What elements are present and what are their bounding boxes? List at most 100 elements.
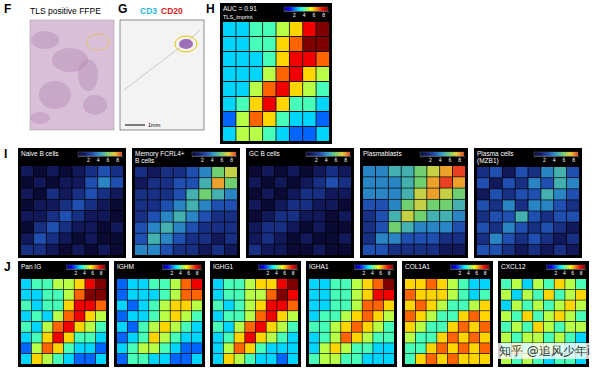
tls-stain <box>179 39 193 49</box>
spot-cell <box>161 211 173 221</box>
colorbar-tick: 6 <box>312 11 315 18</box>
spot-cell <box>245 333 255 343</box>
spot-cell <box>148 211 160 221</box>
spot-cell <box>245 343 255 353</box>
spot-cell <box>223 52 236 66</box>
spot-cell <box>174 178 186 188</box>
colorbar-tick-label: 2 <box>201 157 204 163</box>
spot-cell <box>149 343 159 353</box>
spot-cell <box>326 177 338 188</box>
spot-cell <box>402 211 414 222</box>
spot-cell <box>384 279 394 289</box>
spot-cell <box>576 322 586 332</box>
spot-cell <box>555 322 565 332</box>
spot-cell <box>60 177 72 188</box>
spot-cell <box>352 300 362 310</box>
spot-cell <box>512 290 522 300</box>
spot-cell <box>437 290 447 300</box>
spot-cell <box>75 311 85 321</box>
colorbar-tick-label: 2 <box>74 270 77 276</box>
spot-cell <box>47 188 59 199</box>
spot-cell <box>544 290 554 300</box>
spot-cell <box>85 244 97 255</box>
spot-cell <box>339 222 351 233</box>
colorbar-tick-label: 2 <box>554 270 557 276</box>
colorbar-tick: 6 <box>379 269 382 276</box>
colorbar-tick: 4 <box>563 269 566 276</box>
spot-cell <box>60 244 72 255</box>
spot-cell <box>516 233 528 243</box>
spot-cell <box>554 200 566 210</box>
spot-cell <box>96 279 106 289</box>
spot-cell <box>21 354 31 364</box>
spot-cell <box>516 200 528 210</box>
spot-cell <box>47 233 59 244</box>
spot-cell <box>256 279 266 289</box>
panel-background <box>246 148 354 258</box>
spot-cell <box>516 167 528 177</box>
spot-cell <box>47 244 59 255</box>
spot-cell <box>192 290 202 300</box>
panel-background <box>220 3 332 144</box>
spot-cell <box>60 233 72 244</box>
spot-cell <box>249 166 261 177</box>
spot-cell <box>181 354 191 364</box>
spot-cell <box>111 211 123 222</box>
colorbar-tick-label: 4 <box>97 157 100 163</box>
spot-cell <box>47 177 59 188</box>
panel-background <box>132 148 240 258</box>
spot-cell <box>34 211 46 222</box>
colorbar-tick: 2 <box>543 156 546 163</box>
spot-cell <box>416 300 426 310</box>
spot-cell <box>469 333 479 343</box>
spot-cell <box>339 177 351 188</box>
spot-cell <box>405 290 415 300</box>
spot-cell <box>426 354 436 364</box>
spot-cell <box>363 333 373 343</box>
spot-cell <box>448 333 458 343</box>
spot-cell <box>555 311 565 321</box>
spot-cell <box>72 166 84 177</box>
spot-cell <box>234 311 244 321</box>
spot-cell <box>72 233 84 244</box>
spot-cell <box>21 211 33 222</box>
spot-cell <box>42 343 52 353</box>
spot-cell <box>250 97 263 111</box>
spot-cell <box>42 279 52 289</box>
spot-cell <box>426 290 436 300</box>
spot-cell <box>448 311 458 321</box>
spot-cell <box>352 290 362 300</box>
spot-cell <box>225 189 237 199</box>
panel-letter: F <box>4 2 11 16</box>
colorbar-tick-label: 8 <box>100 270 103 276</box>
spot-cell <box>490 211 502 221</box>
spot-cell <box>440 233 452 244</box>
spot-cell <box>267 279 277 289</box>
spot-cell <box>477 178 489 188</box>
spot-cell <box>402 177 414 188</box>
spot-cell <box>250 52 263 66</box>
colorbar-tick: 4 <box>553 156 556 163</box>
spot-cell <box>32 343 42 353</box>
spot-cell <box>32 311 42 321</box>
spot-cell <box>320 300 330 310</box>
spot-cell <box>117 300 127 310</box>
panel-background <box>18 148 126 258</box>
spot-cell <box>522 333 532 343</box>
spot-cell <box>262 200 274 211</box>
spot-cell <box>21 200 33 211</box>
spot-cell <box>414 233 426 244</box>
colorbar-tick: 8 <box>196 269 199 276</box>
spot-cell <box>416 290 426 300</box>
spot-cell <box>320 333 330 343</box>
spot-cell <box>290 97 303 111</box>
colorbar-tick-label: 6 <box>379 270 382 276</box>
spot-cell <box>290 22 303 36</box>
spot-cell <box>234 343 244 353</box>
scale-bar-label: 1mm <box>148 122 161 128</box>
spot-cell <box>416 279 426 289</box>
colorbar-tick: 2 <box>429 156 432 163</box>
colorbar <box>284 7 328 11</box>
spot-cell <box>554 245 566 255</box>
spot-cell <box>32 354 42 364</box>
